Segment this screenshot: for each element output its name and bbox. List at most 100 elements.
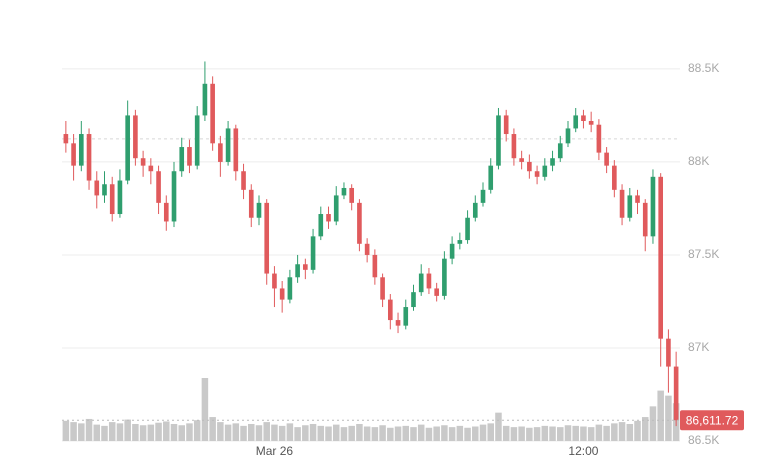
- candle-body: [163, 202, 169, 222]
- volume-bar: [564, 425, 572, 441]
- volume-bar: [93, 424, 101, 441]
- x-tick-label: 12:00: [568, 444, 598, 458]
- volume-bar: [433, 426, 440, 441]
- candle-body: [411, 292, 416, 308]
- volume-bar: [132, 423, 139, 441]
- candle-body: [588, 121, 594, 125]
- candle-body: [210, 83, 215, 144]
- volume-bar: [209, 417, 216, 441]
- volume-bar: [147, 424, 155, 441]
- candle-body: [457, 240, 463, 244]
- volume-bar: [255, 425, 263, 441]
- candle-body: [202, 83, 208, 116]
- volume-bar: [62, 420, 70, 441]
- candle-body: [465, 217, 470, 241]
- volume-bar: [394, 426, 402, 441]
- candle-body: [442, 258, 447, 296]
- volume-bar: [193, 420, 201, 441]
- candle-body: [86, 134, 92, 181]
- candle-body: [519, 158, 524, 162]
- candle-body: [310, 236, 316, 270]
- volume-bar: [580, 426, 587, 441]
- candle-body: [125, 115, 130, 181]
- volume-bar: [495, 412, 502, 441]
- volume-bar: [201, 378, 209, 441]
- volume-bar: [502, 425, 510, 441]
- volume-bar: [178, 425, 185, 441]
- candle-body: [542, 165, 548, 177]
- candle-body: [318, 214, 324, 237]
- volume-bar: [155, 422, 162, 441]
- volume-bar: [572, 425, 579, 441]
- y-tick-label: 88K: [688, 154, 709, 168]
- volume-bar: [340, 427, 348, 441]
- candle-body: [156, 171, 161, 203]
- candle-body: [341, 187, 347, 196]
- volume-bar: [78, 423, 85, 441]
- candle-body: [612, 165, 617, 190]
- candle-body: [380, 277, 385, 300]
- candle-body: [573, 115, 579, 129]
- candle-body: [627, 195, 633, 218]
- y-tick-label: 87K: [688, 340, 709, 354]
- candle-body: [472, 202, 478, 218]
- volume-bar: [363, 426, 371, 441]
- volume-bar: [557, 427, 564, 441]
- candle-body: [256, 202, 262, 218]
- volume-bar: [456, 425, 464, 441]
- candle-body: [534, 171, 540, 177]
- candle-body: [387, 299, 393, 321]
- candle-body: [102, 184, 107, 196]
- volume-bar: [626, 423, 634, 441]
- candle-body: [496, 115, 501, 166]
- candle-body: [503, 115, 509, 135]
- volume-bar: [108, 422, 116, 441]
- candle-body: [673, 366, 679, 421]
- candle-body: [279, 288, 285, 300]
- candle-body: [241, 171, 246, 190]
- volume-bar: [510, 427, 518, 441]
- candle-body: [372, 254, 378, 278]
- candle-body: [303, 264, 308, 270]
- candle-body: [434, 288, 439, 296]
- volume-bar: [232, 423, 240, 441]
- volume-bar: [217, 422, 224, 441]
- volume-bar: [464, 427, 471, 441]
- candle-body: [218, 143, 223, 162]
- candle-body: [78, 134, 84, 166]
- volume-bar: [294, 427, 301, 441]
- volume-bar: [302, 425, 309, 441]
- volume-bar: [116, 423, 124, 441]
- volume-bar: [472, 426, 479, 441]
- last-price-label: 86,611.72: [686, 413, 739, 427]
- candle-body: [426, 273, 432, 289]
- candle-body: [557, 143, 563, 159]
- volume-bar: [587, 427, 595, 441]
- volume-bar: [417, 424, 425, 441]
- volume-bar: [649, 406, 657, 441]
- volume-bar: [425, 427, 433, 441]
- volume-bar: [641, 417, 649, 441]
- candle-body: [550, 158, 555, 166]
- candle-body: [666, 338, 671, 367]
- candle-body: [148, 165, 154, 172]
- x-tick-label: Mar 26: [256, 444, 294, 458]
- candle-body: [418, 273, 424, 293]
- candle-body: [287, 277, 293, 300]
- volume-bar: [271, 424, 278, 441]
- volume-bar: [371, 427, 379, 441]
- candle-body: [63, 134, 69, 144]
- volume-bar: [332, 424, 340, 441]
- candle-body: [264, 202, 270, 274]
- volume-bar: [526, 427, 533, 441]
- candle-body: [233, 128, 239, 172]
- volume-bar: [603, 425, 610, 441]
- candle-body: [349, 187, 355, 203]
- candle-body: [364, 243, 370, 255]
- volume-bar: [595, 424, 603, 441]
- volume-bar: [479, 424, 487, 441]
- candle-body: [604, 152, 609, 166]
- candle-body: [94, 180, 100, 196]
- y-tick-label: 86.5K: [688, 433, 719, 447]
